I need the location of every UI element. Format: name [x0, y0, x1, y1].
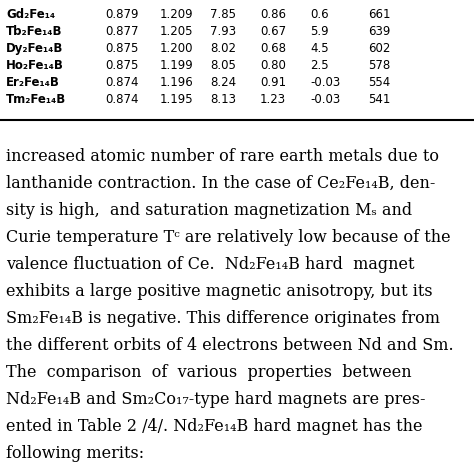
Text: Tb₂Fe₁₄B: Tb₂Fe₁₄B	[6, 25, 63, 38]
Text: 1.23: 1.23	[260, 93, 286, 106]
Text: 8.02: 8.02	[210, 42, 236, 55]
Text: the different orbits of 4 electrons between Nd and Sm.: the different orbits of 4 electrons betw…	[6, 337, 454, 354]
Text: sity is high,  and saturation magnetization Mₛ and: sity is high, and saturation magnetizati…	[6, 202, 412, 219]
Text: 0.68: 0.68	[260, 42, 286, 55]
Text: -0.03: -0.03	[310, 93, 340, 106]
Text: 0.879: 0.879	[105, 8, 138, 21]
Text: Tm₂Fe₁₄B: Tm₂Fe₁₄B	[6, 93, 66, 106]
Text: Ho₂Fe₁₄B: Ho₂Fe₁₄B	[6, 59, 64, 72]
Text: 578: 578	[368, 59, 390, 72]
Text: Dy₂Fe₁₄B: Dy₂Fe₁₄B	[6, 42, 64, 55]
Text: 0.875: 0.875	[105, 59, 138, 72]
Text: The  comparison  of  various  properties  between: The comparison of various properties bet…	[6, 364, 411, 381]
Text: 1.205: 1.205	[160, 25, 193, 38]
Text: 541: 541	[368, 93, 391, 106]
Text: following merits:: following merits:	[6, 445, 144, 462]
Text: Sm₂Fe₁₄B is negative. This difference originates from: Sm₂Fe₁₄B is negative. This difference or…	[6, 310, 440, 327]
Text: 1.209: 1.209	[160, 8, 193, 21]
Text: 1.199: 1.199	[160, 59, 194, 72]
Text: lanthanide contraction. In the case of Ce₂Fe₁₄B, den-: lanthanide contraction. In the case of C…	[6, 175, 436, 192]
Text: 5.9: 5.9	[310, 25, 328, 38]
Text: 0.91: 0.91	[260, 76, 286, 89]
Text: 0.877: 0.877	[105, 25, 138, 38]
Text: 602: 602	[368, 42, 391, 55]
Text: 7.85: 7.85	[210, 8, 236, 21]
Text: 1.200: 1.200	[160, 42, 193, 55]
Text: 661: 661	[368, 8, 391, 21]
Text: 639: 639	[368, 25, 391, 38]
Text: 0.67: 0.67	[260, 25, 286, 38]
Text: 8.24: 8.24	[210, 76, 236, 89]
Text: 0.80: 0.80	[260, 59, 286, 72]
Text: 0.875: 0.875	[105, 42, 138, 55]
Text: 4.5: 4.5	[310, 42, 328, 55]
Text: 1.195: 1.195	[160, 93, 193, 106]
Text: 8.05: 8.05	[210, 59, 236, 72]
Text: ented in Table 2 /4/. Nd₂Fe₁₄B hard magnet has the: ented in Table 2 /4/. Nd₂Fe₁₄B hard magn…	[6, 418, 422, 435]
Text: 7.93: 7.93	[210, 25, 236, 38]
Text: valence fluctuation of Ce.  Nd₂Fe₁₄B hard  magnet: valence fluctuation of Ce. Nd₂Fe₁₄B hard…	[6, 256, 414, 273]
Text: Nd₂Fe₁₄B and Sm₂Co₁₇-type hard magnets are pres-: Nd₂Fe₁₄B and Sm₂Co₁₇-type hard magnets a…	[6, 391, 426, 408]
Text: 0.6: 0.6	[310, 8, 328, 21]
Text: 0.86: 0.86	[260, 8, 286, 21]
Text: increased atomic number of rare earth metals due to: increased atomic number of rare earth me…	[6, 148, 439, 165]
Text: 8.13: 8.13	[210, 93, 236, 106]
Text: 554: 554	[368, 76, 390, 89]
Text: exhibits a large positive magnetic anisotropy, but its: exhibits a large positive magnetic aniso…	[6, 283, 433, 300]
Text: Curie temperature Tᶜ are relatively low because of the: Curie temperature Tᶜ are relatively low …	[6, 229, 451, 246]
Text: 1.196: 1.196	[160, 76, 194, 89]
Text: 0.874: 0.874	[105, 76, 138, 89]
Text: Gd₂Fe₁₄: Gd₂Fe₁₄	[6, 8, 55, 21]
Text: Er₂Fe₁₄B: Er₂Fe₁₄B	[6, 76, 60, 89]
Text: 2.5: 2.5	[310, 59, 328, 72]
Text: 0.874: 0.874	[105, 93, 138, 106]
Text: -0.03: -0.03	[310, 76, 340, 89]
